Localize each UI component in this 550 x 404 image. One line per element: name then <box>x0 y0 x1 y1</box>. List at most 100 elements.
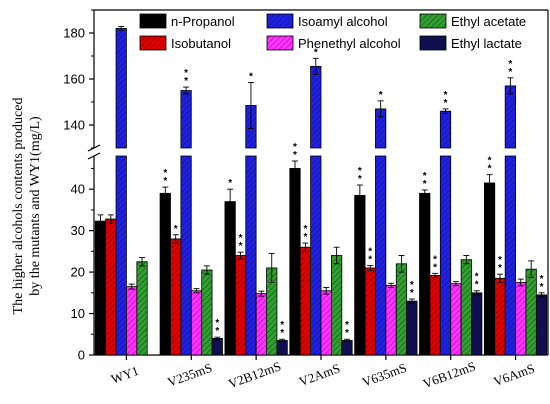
legend: n-Propanol Isoamyl alcohol Ethyl acetate Is… <box>139 13 526 51</box>
bar-n-propanol <box>224 201 236 356</box>
y-tick-label: 180 <box>63 26 85 41</box>
significance-star: * <box>423 171 427 182</box>
x-tick-label: V2B12mS <box>226 358 283 391</box>
bar-phenethyl-alcohol <box>320 290 332 356</box>
legend-swatch <box>139 13 167 29</box>
legend-swatch <box>139 35 167 51</box>
bar-ethyl-acetate <box>201 269 213 356</box>
y-tick-label: 10 <box>71 306 85 321</box>
y-tick-label: 0 <box>78 348 85 363</box>
legend-swatch <box>419 13 447 29</box>
significance-star: * <box>358 166 362 177</box>
significance-star: * <box>410 288 414 299</box>
legend-label: Ethyl acetate <box>451 14 526 29</box>
significance-star: * <box>293 150 297 161</box>
legend-swatch <box>419 35 447 51</box>
significance-star: * <box>215 326 219 337</box>
bar-ethyl-lactate <box>276 340 288 356</box>
bar-ethyl-acetate <box>525 268 537 356</box>
significance-star: * <box>345 320 349 331</box>
significance-star: * <box>280 320 284 331</box>
significance-star: * <box>540 274 544 285</box>
bar-isoamyl-alcohol-lower <box>115 155 127 356</box>
y-axis-title: The higher alcohols contents produced by… <box>11 98 43 315</box>
bar-isobutanol <box>299 246 312 356</box>
bar-isobutanol <box>429 274 441 356</box>
significance-star: * <box>475 280 479 291</box>
y-axis-title-line-2: by the mutants and WY1(mg/L) <box>28 116 43 296</box>
significance-star: * <box>498 255 502 266</box>
significance-star: * <box>163 176 167 187</box>
significance-star: * <box>444 98 448 109</box>
significance-star: * <box>215 318 219 329</box>
significance-star: * <box>508 67 512 78</box>
bar-ethyl-lactate <box>535 294 548 356</box>
legend-label: Isoamyl alcohol <box>298 14 388 29</box>
bar-ethyl-lactate <box>406 300 418 356</box>
bar-phenethyl-alcohol <box>126 286 138 356</box>
significance-star: * <box>345 328 349 339</box>
bar-isobutanol <box>170 238 182 356</box>
legend-swatch <box>266 35 294 51</box>
axis-break-mark-lower <box>87 152 101 160</box>
significance-star: * <box>358 174 362 185</box>
bar-isoamyl-alcohol-lower <box>245 155 257 356</box>
legend-label: Phenethyl alcohol <box>298 36 401 51</box>
bar-isoamyl-alcohol-lower <box>180 155 192 356</box>
legend-label: Isobutanol <box>171 36 231 51</box>
x-tick-label: V635mS <box>360 360 409 390</box>
significance-star: * <box>508 59 512 70</box>
y-tick-label: 40 <box>71 182 85 197</box>
bar-n-propanol <box>483 182 496 356</box>
x-tick-label: V6AmS <box>491 360 536 389</box>
bar-n-propanol <box>289 168 301 356</box>
significance-star: * <box>540 282 544 293</box>
bar-n-propanol <box>94 220 107 356</box>
significance-star: * <box>444 90 448 101</box>
bar-isoamyl-alcohol <box>504 85 516 149</box>
significance-star: * <box>368 246 372 257</box>
bar-ethyl-acetate <box>395 263 408 356</box>
bar-isoamyl-alcohol-lower <box>439 155 452 356</box>
significance-star: * <box>293 142 297 153</box>
y-tick-label: 20 <box>71 265 85 280</box>
y-tick-label: 140 <box>63 118 85 133</box>
significance-star: * <box>303 232 307 243</box>
y-axis-title-line-1: The higher alcohols contents produced <box>11 98 26 315</box>
y-tick-label: 30 <box>71 223 85 238</box>
significance-star: * <box>174 224 178 235</box>
significance-star: * <box>228 178 232 189</box>
significance-star: * <box>184 68 188 79</box>
significance-star: * <box>379 90 383 101</box>
bar-isoamyl-alcohol-lower <box>504 155 516 356</box>
significance-star: * <box>423 179 427 190</box>
legend-label: n-Propanol <box>171 14 235 29</box>
significance-star: * <box>314 47 318 58</box>
legend-swatch <box>266 13 294 29</box>
bar-isobutanol <box>105 218 117 356</box>
bar-ethyl-acetate <box>460 259 472 356</box>
significance-star: * <box>433 262 437 273</box>
significance-star: * <box>239 241 243 252</box>
significance-star: * <box>475 272 479 283</box>
bar-ethyl-acetate <box>330 255 343 356</box>
significance-star: * <box>163 168 167 179</box>
bar-isobutanol <box>364 267 376 356</box>
significance-star: * <box>410 280 414 291</box>
bar-isoamyl-alcohol <box>439 110 452 149</box>
bar-isobutanol <box>494 277 506 356</box>
bar-ethyl-acetate <box>136 261 148 356</box>
significance-star: * <box>239 233 243 244</box>
significance-star: * <box>368 254 372 265</box>
x-tick-label: V235mS <box>165 360 214 390</box>
bar-n-propanol <box>354 194 366 356</box>
legend-label: Ethyl lactate <box>451 36 522 51</box>
significance-star: * <box>433 254 437 265</box>
significance-star: * <box>303 224 307 235</box>
bar-ethyl-lactate <box>341 340 353 356</box>
bar-ethyl-lactate <box>211 338 223 356</box>
bar-isoamyl-alcohol-lower <box>310 155 322 356</box>
significance-star: * <box>249 71 253 82</box>
